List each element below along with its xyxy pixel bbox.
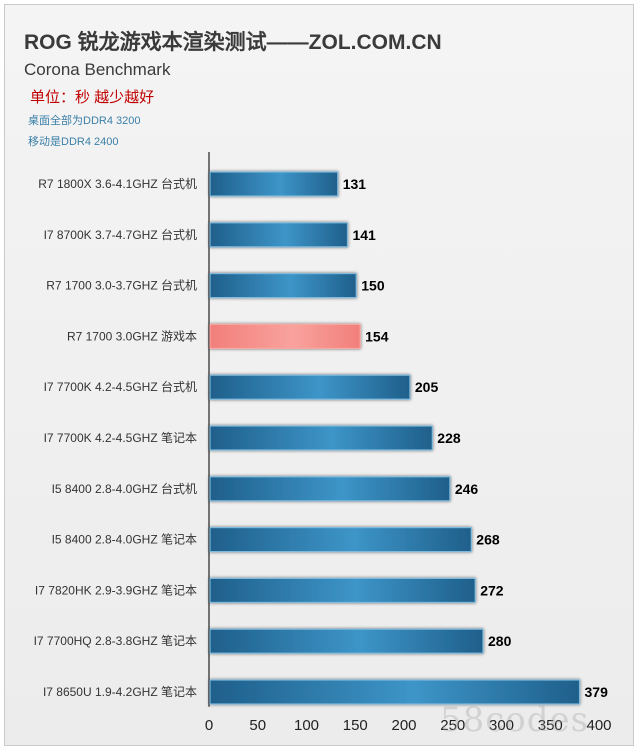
data-label: 379 xyxy=(585,684,609,700)
bar xyxy=(209,374,411,400)
category-label: I7 7820HK 2.9-3.9GHZ 笔记本 xyxy=(35,582,197,597)
data-label: 150 xyxy=(361,278,385,294)
category-label: R7 1800X 3.6-4.1GHZ 台式机 xyxy=(38,176,197,191)
category-label: R7 1700 3.0-3.7GHZ 台式机 xyxy=(46,278,197,293)
data-label: 131 xyxy=(343,176,367,192)
bar xyxy=(209,526,472,553)
memory-note-mobile: 移动是DDR4 2400 xyxy=(28,136,119,148)
watermark: 58codes xyxy=(440,700,590,740)
data-label: 280 xyxy=(488,633,512,649)
category-label: I7 7700K 4.2-4.5GHZ 笔记本 xyxy=(44,430,197,445)
bar xyxy=(209,577,476,604)
x-tick-label: 50 xyxy=(249,717,266,734)
bar xyxy=(209,679,581,705)
category-label: R7 1700 3.0GHZ 游戏本 xyxy=(67,329,197,343)
chart-title: ROG 锐龙游戏本渲染测试——ZOL.COM.CN xyxy=(24,31,442,54)
x-tick-label: 100 xyxy=(294,717,319,734)
data-label: 154 xyxy=(365,328,389,344)
category-label: I7 8650U 1.9-4.2GHZ 笔记本 xyxy=(43,684,197,699)
category-label: I7 7700HQ 2.8-3.8GHZ 笔记本 xyxy=(34,633,197,648)
category-label: I5 8400 2.8-4.0GHZ 笔记本 xyxy=(52,532,197,547)
x-tick-label: 400 xyxy=(586,717,611,734)
x-tick-label: 350 xyxy=(538,717,563,734)
bar xyxy=(209,171,339,197)
x-tick-label: 250 xyxy=(440,717,465,734)
data-label: 228 xyxy=(437,430,461,446)
data-label: 141 xyxy=(352,227,376,243)
data-label: 268 xyxy=(476,532,500,548)
unit-note: 单位：秒 越少越好 xyxy=(30,89,155,106)
x-tick-label: 0 xyxy=(205,717,213,734)
bar xyxy=(209,273,357,299)
data-label: 272 xyxy=(480,582,504,598)
data-label: 246 xyxy=(455,481,479,497)
bar xyxy=(209,323,361,349)
bar xyxy=(209,476,451,502)
chart-subtitle: Corona Benchmark xyxy=(24,60,171,79)
data-label: 205 xyxy=(415,379,439,395)
category-label: I5 8400 2.8-4.0GHZ 台式机 xyxy=(52,481,197,496)
x-tick-label: 200 xyxy=(391,717,416,734)
category-label: I7 7700K 4.2-4.5GHZ 台式机 xyxy=(44,379,197,394)
bar xyxy=(209,425,433,451)
bar xyxy=(209,222,349,248)
x-tick-label: 150 xyxy=(343,717,368,734)
category-label: I7 8700K 3.7-4.7GHZ 台式机 xyxy=(44,227,197,242)
x-tick-label: 300 xyxy=(489,717,514,734)
memory-note-desktop: 桌面全部为DDR4 3200 xyxy=(28,115,141,127)
bar xyxy=(209,628,484,654)
